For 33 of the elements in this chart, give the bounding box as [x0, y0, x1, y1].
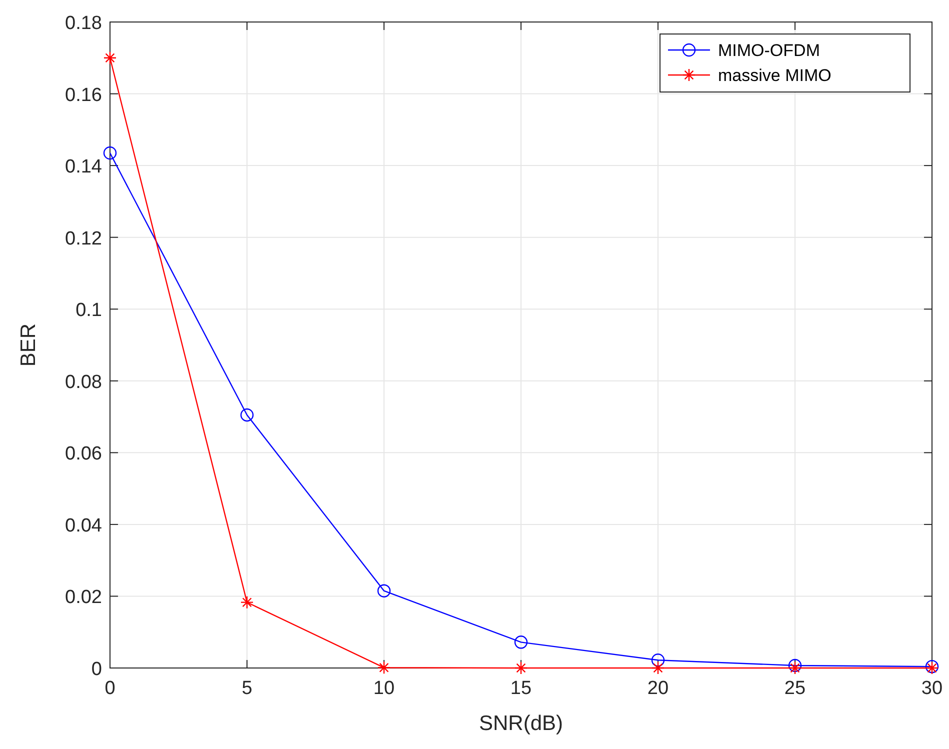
x-tick-label: 30: [921, 678, 943, 699]
y-tick-label: 0.18: [65, 13, 102, 34]
point: [103, 51, 117, 64]
y-tick-label: 0.16: [65, 84, 102, 106]
point: [377, 584, 391, 598]
x-tick-label: 5: [242, 678, 252, 699]
x-axis-title: SNR(dB): [478, 712, 564, 735]
x-tick-label: 25: [784, 678, 806, 699]
y-tick-label: 0.1: [76, 300, 102, 322]
y-axis-title: BER: [17, 323, 40, 367]
y-tick-label: 0.04: [65, 515, 102, 536]
y-tick-label: 0.14: [65, 156, 102, 178]
y-tick-label: 0.08: [65, 372, 102, 393]
point: [788, 661, 802, 675]
x-tick-label: 0: [104, 678, 116, 699]
x-tick-label: 20: [647, 678, 669, 699]
legend-label: massive MIMO: [718, 66, 832, 85]
point: [377, 661, 391, 674]
y-tick-label: 0.12: [65, 228, 102, 250]
y-tick-label: 0: [91, 659, 102, 680]
legend-label: MIMO-OFDM: [718, 41, 820, 60]
point: [651, 654, 665, 667]
point: [514, 661, 528, 675]
point: [788, 658, 802, 672]
point: [240, 596, 254, 609]
y-tick-label: 0.06: [65, 444, 102, 465]
point: [651, 661, 665, 675]
x-tick-label: 15: [510, 678, 532, 699]
point: [240, 408, 254, 422]
x-tick-label: 10: [373, 678, 395, 699]
point: [103, 146, 117, 160]
y-tick-label: 0.02: [65, 587, 102, 608]
point: [514, 636, 528, 649]
